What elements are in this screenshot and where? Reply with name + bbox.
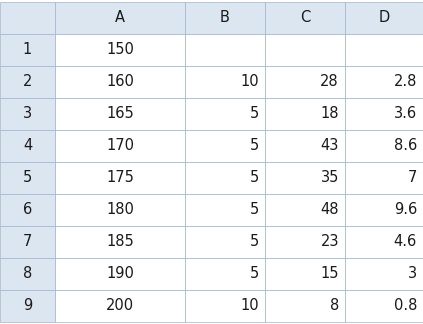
Bar xyxy=(0,34,55,66)
Text: 165: 165 xyxy=(106,107,134,122)
Bar xyxy=(55,194,185,226)
Bar xyxy=(55,66,185,98)
Text: 150: 150 xyxy=(106,42,134,57)
Bar xyxy=(55,258,185,290)
Text: 6: 6 xyxy=(23,202,32,217)
Bar xyxy=(265,290,345,322)
Text: 185: 185 xyxy=(106,235,134,249)
Bar xyxy=(185,162,265,194)
Bar xyxy=(345,34,423,66)
Bar xyxy=(345,130,423,162)
Bar xyxy=(345,258,423,290)
Text: 2: 2 xyxy=(23,75,32,89)
Text: B: B xyxy=(220,10,230,26)
Bar xyxy=(185,66,265,98)
Bar xyxy=(185,194,265,226)
Text: 9.6: 9.6 xyxy=(394,202,417,217)
Text: 5: 5 xyxy=(250,202,259,217)
Text: 9: 9 xyxy=(23,298,32,314)
Bar xyxy=(0,226,55,258)
Bar xyxy=(0,66,55,98)
Bar xyxy=(185,98,265,130)
Text: 180: 180 xyxy=(106,202,134,217)
Text: 35: 35 xyxy=(321,170,339,186)
Text: 43: 43 xyxy=(321,138,339,154)
Bar xyxy=(0,2,55,34)
Bar xyxy=(345,290,423,322)
Text: 8.6: 8.6 xyxy=(394,138,417,154)
Bar xyxy=(55,98,185,130)
Text: 4.6: 4.6 xyxy=(394,235,417,249)
Bar xyxy=(55,226,185,258)
Bar xyxy=(265,130,345,162)
Bar xyxy=(185,34,265,66)
Text: 5: 5 xyxy=(250,267,259,282)
Text: 3: 3 xyxy=(408,267,417,282)
Bar xyxy=(265,258,345,290)
Text: A: A xyxy=(115,10,125,26)
Text: 5: 5 xyxy=(250,138,259,154)
Bar xyxy=(55,290,185,322)
Bar xyxy=(265,2,345,34)
Bar xyxy=(345,162,423,194)
Text: 170: 170 xyxy=(106,138,134,154)
Bar xyxy=(55,34,185,66)
Bar xyxy=(265,66,345,98)
Text: 10: 10 xyxy=(240,298,259,314)
Bar xyxy=(55,162,185,194)
Bar xyxy=(0,98,55,130)
Text: 0.8: 0.8 xyxy=(394,298,417,314)
Text: 5: 5 xyxy=(250,107,259,122)
Bar xyxy=(0,290,55,322)
Bar xyxy=(265,98,345,130)
Bar xyxy=(265,226,345,258)
Bar xyxy=(0,130,55,162)
Text: 48: 48 xyxy=(321,202,339,217)
Bar xyxy=(185,290,265,322)
Bar xyxy=(345,194,423,226)
Bar xyxy=(185,258,265,290)
Bar xyxy=(265,194,345,226)
Bar xyxy=(55,130,185,162)
Bar xyxy=(265,162,345,194)
Bar xyxy=(345,98,423,130)
Text: 10: 10 xyxy=(240,75,259,89)
Bar xyxy=(345,66,423,98)
Text: 2.8: 2.8 xyxy=(394,75,417,89)
Bar xyxy=(0,258,55,290)
Bar xyxy=(345,226,423,258)
Text: 4: 4 xyxy=(23,138,32,154)
Text: D: D xyxy=(379,10,390,26)
Text: 175: 175 xyxy=(106,170,134,186)
Bar xyxy=(55,2,185,34)
Text: 8: 8 xyxy=(23,267,32,282)
Text: 7: 7 xyxy=(23,235,32,249)
Text: 5: 5 xyxy=(250,170,259,186)
Text: 28: 28 xyxy=(320,75,339,89)
Bar xyxy=(185,130,265,162)
Bar xyxy=(0,194,55,226)
Text: C: C xyxy=(300,10,310,26)
Text: 18: 18 xyxy=(321,107,339,122)
Bar xyxy=(185,226,265,258)
Text: 15: 15 xyxy=(321,267,339,282)
Bar xyxy=(0,162,55,194)
Text: 5: 5 xyxy=(23,170,32,186)
Text: 190: 190 xyxy=(106,267,134,282)
Bar xyxy=(185,2,265,34)
Text: 8: 8 xyxy=(330,298,339,314)
Text: 23: 23 xyxy=(321,235,339,249)
Text: 1: 1 xyxy=(23,42,32,57)
Text: 3.6: 3.6 xyxy=(394,107,417,122)
Bar xyxy=(345,2,423,34)
Text: 200: 200 xyxy=(106,298,134,314)
Text: 5: 5 xyxy=(250,235,259,249)
Text: 160: 160 xyxy=(106,75,134,89)
Bar xyxy=(265,34,345,66)
Text: 7: 7 xyxy=(408,170,417,186)
Text: 3: 3 xyxy=(23,107,32,122)
